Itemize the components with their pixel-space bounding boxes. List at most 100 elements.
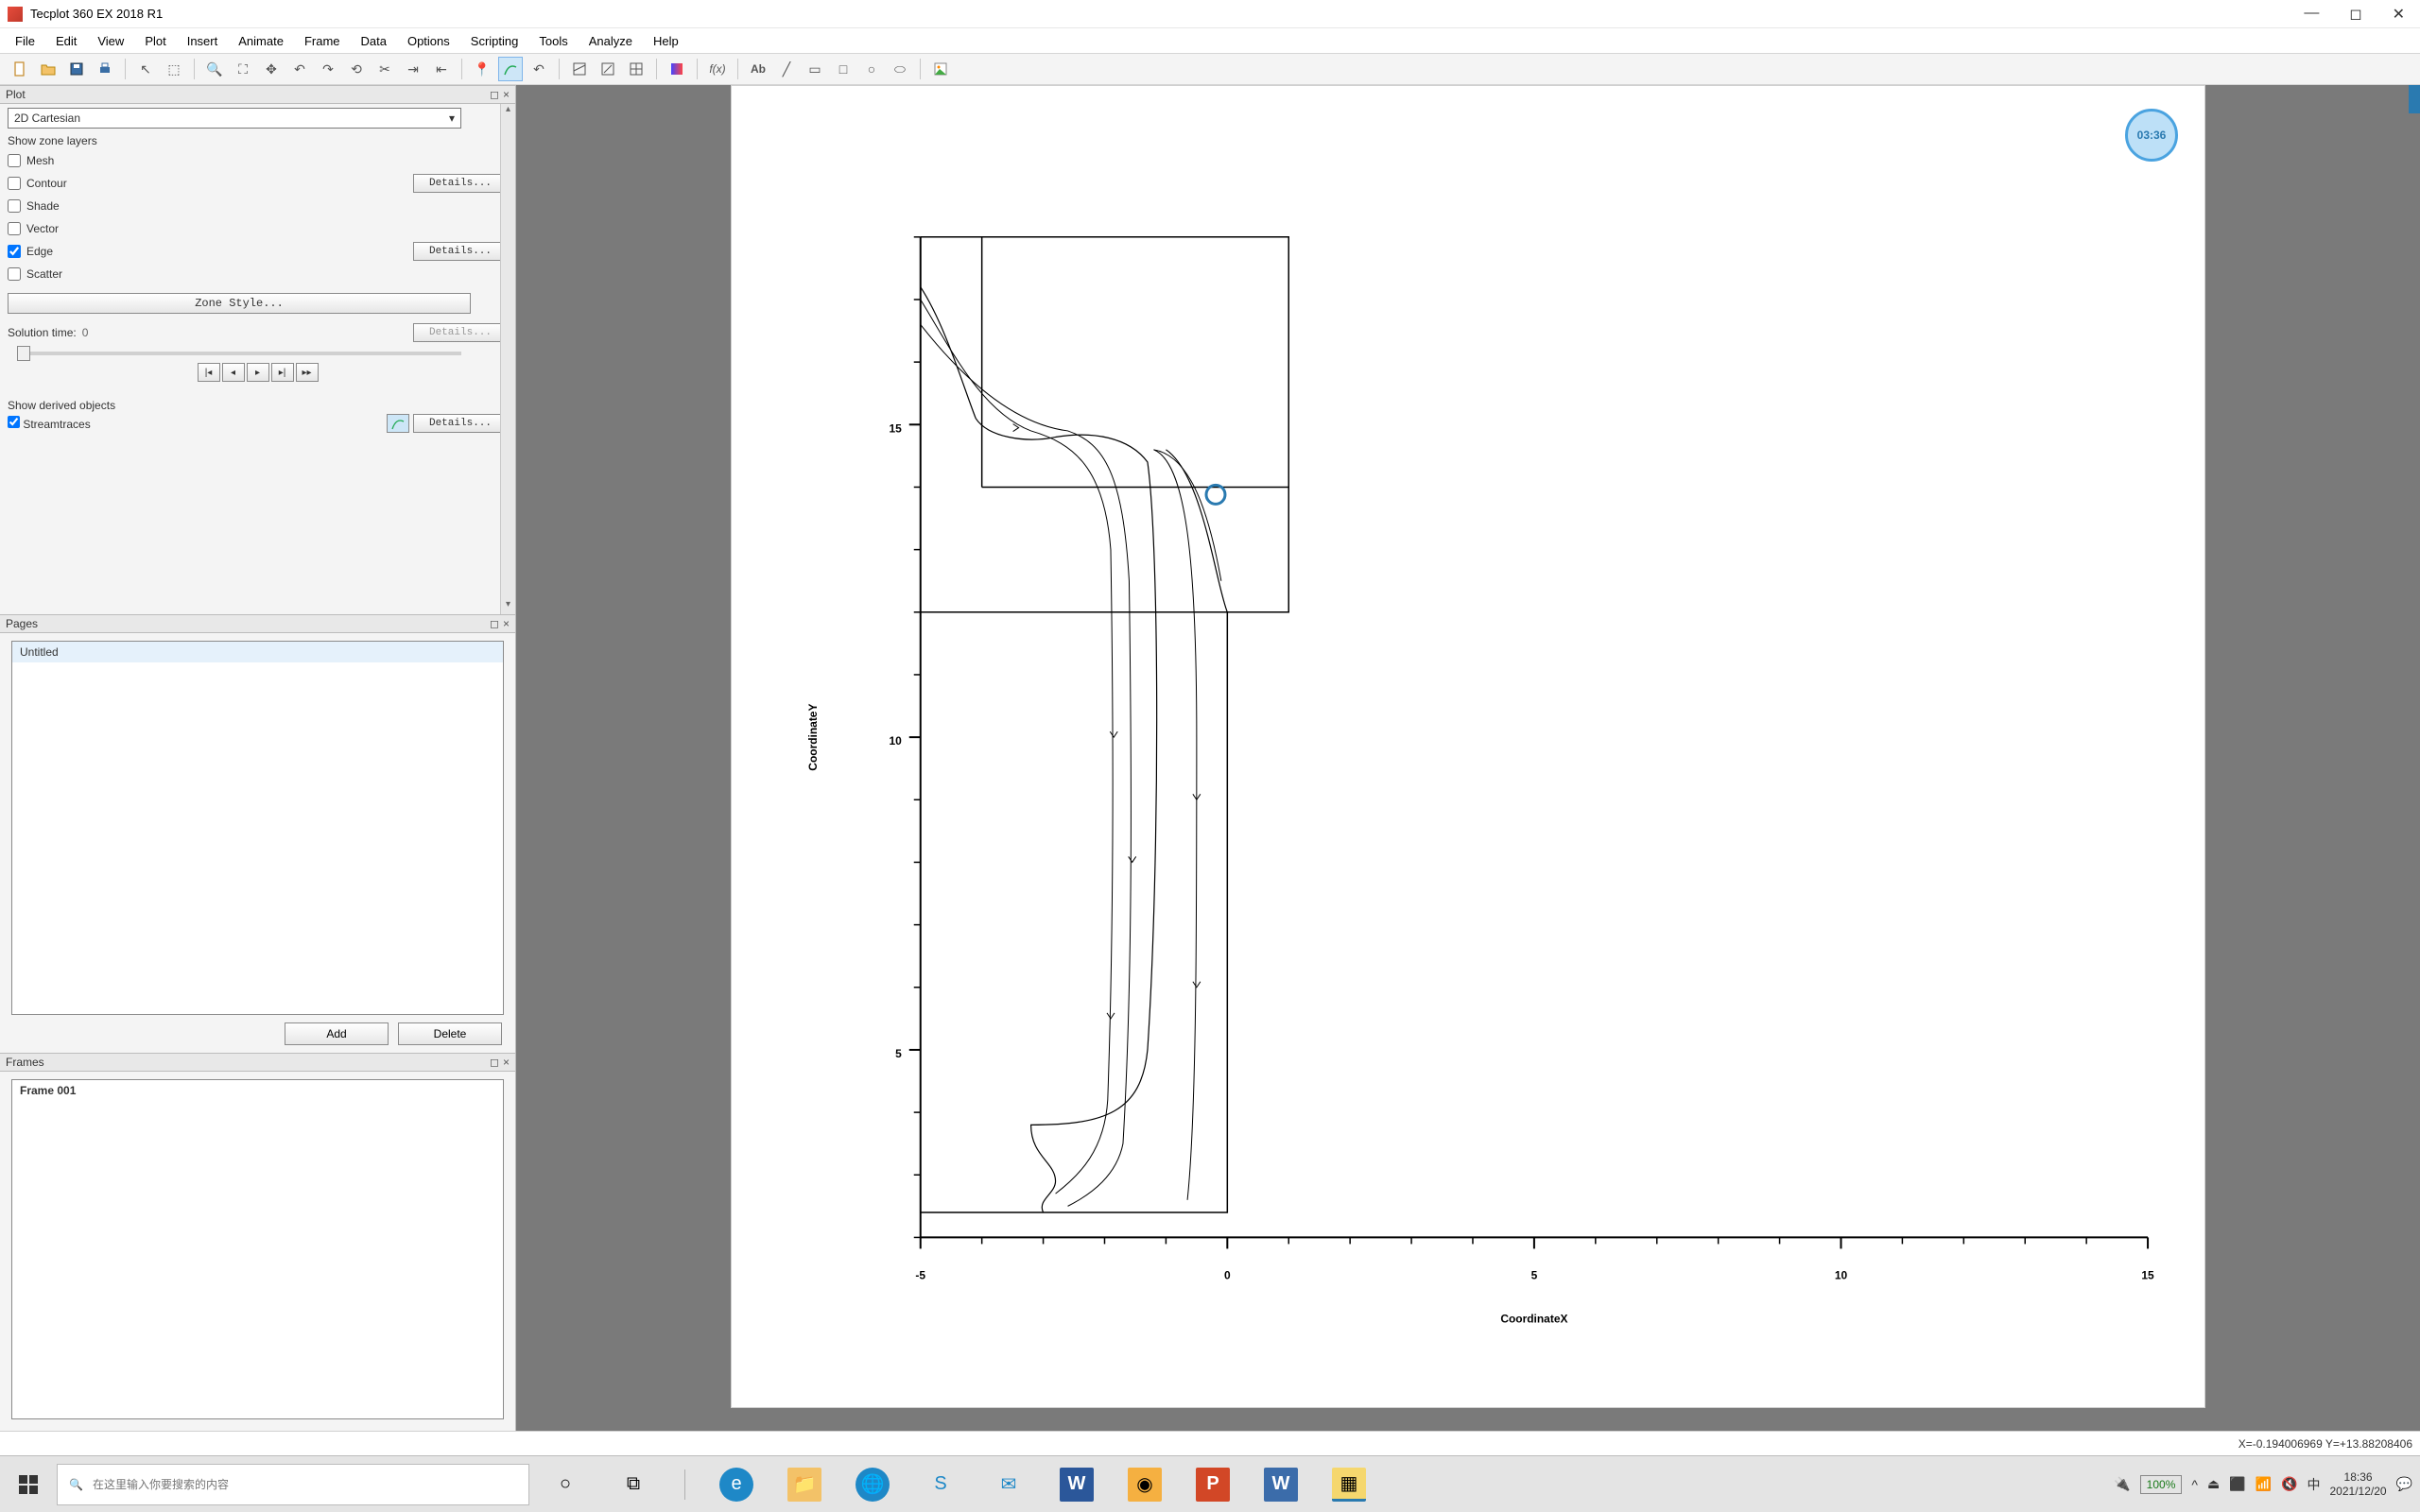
streamtraces-details-button[interactable]: Details...: [413, 414, 508, 433]
layer-checkbox-contour[interactable]: Contour: [8, 177, 67, 190]
wifi-icon[interactable]: 📶: [2256, 1476, 2272, 1492]
layer-checkbox-scatter[interactable]: Scatter: [8, 267, 62, 281]
rotate-right-icon[interactable]: ↷: [316, 57, 340, 81]
menu-analyze[interactable]: Analyze: [579, 30, 642, 52]
tray-expand-icon[interactable]: ^: [2191, 1477, 2198, 1492]
pan-icon[interactable]: ✥: [259, 57, 284, 81]
ime-indicator[interactable]: 中: [2308, 1475, 2321, 1494]
line-shape-icon[interactable]: ╱: [774, 57, 799, 81]
page-item[interactable]: Untitled: [12, 642, 503, 662]
cortana-icon[interactable]: ○: [548, 1468, 582, 1502]
probe-icon[interactable]: 📍: [470, 57, 494, 81]
fit-icon[interactable]: ⛶: [231, 57, 255, 81]
save-icon[interactable]: [64, 57, 89, 81]
extract-icon[interactable]: ⇥: [401, 57, 425, 81]
close-button[interactable]: ✕: [2393, 5, 2405, 24]
menu-animate[interactable]: Animate: [229, 30, 293, 52]
print-icon[interactable]: [93, 57, 117, 81]
notifications-icon[interactable]: 💬: [2396, 1476, 2412, 1492]
solution-details-button[interactable]: Details...: [413, 323, 508, 342]
power-icon[interactable]: 🔌: [2114, 1476, 2130, 1492]
word-icon[interactable]: W: [1060, 1468, 1094, 1502]
image-icon[interactable]: [928, 57, 953, 81]
first-frame-button[interactable]: |◂: [198, 363, 220, 382]
menu-file[interactable]: File: [6, 30, 44, 52]
menu-data[interactable]: Data: [352, 30, 396, 52]
powerpoint-icon[interactable]: P: [1196, 1468, 1230, 1502]
time-slider[interactable]: [17, 352, 461, 355]
origin-icon[interactable]: ◉: [1128, 1468, 1162, 1502]
menu-frame[interactable]: Frame: [295, 30, 350, 52]
undock-icon[interactable]: ◻: [490, 88, 499, 101]
circle-shape-icon[interactable]: ○: [859, 57, 884, 81]
select-icon[interactable]: ⬚: [162, 57, 186, 81]
menu-scripting[interactable]: Scripting: [461, 30, 528, 52]
battery-indicator[interactable]: 100%: [2140, 1475, 2183, 1494]
canvas-area[interactable]: -505101551015CoordinateXCoordinateY 03:3…: [516, 85, 2420, 1431]
refresh-icon[interactable]: ⟲: [344, 57, 369, 81]
next-frame-button[interactable]: ▸|: [271, 363, 294, 382]
panel-close-icon[interactable]: ×: [503, 617, 510, 630]
usb-icon[interactable]: ⏏: [2207, 1476, 2220, 1492]
menu-insert[interactable]: Insert: [178, 30, 228, 52]
square-shape-icon[interactable]: □: [831, 57, 856, 81]
slider-thumb[interactable]: [17, 346, 30, 361]
streamtraces-checkbox[interactable]: Streamtraces: [8, 416, 91, 431]
streamtrace-tool-icon[interactable]: [387, 414, 409, 433]
explorer-icon[interactable]: 📁: [787, 1468, 821, 1502]
menu-edit[interactable]: Edit: [46, 30, 86, 52]
plot-panel-scrollbar[interactable]: ▴ ▾: [500, 104, 515, 614]
mesh-tool-icon[interactable]: [624, 57, 648, 81]
minimize-button[interactable]: —: [2304, 5, 2319, 24]
undo-icon[interactable]: ↶: [527, 57, 551, 81]
sogou-icon[interactable]: Ѕ: [924, 1468, 958, 1502]
layer-checkbox-vector[interactable]: Vector: [8, 222, 59, 235]
zoom-icon[interactable]: 🔍: [202, 57, 227, 81]
undock-icon[interactable]: ◻: [490, 617, 499, 630]
scroll-down-icon[interactable]: ▾: [501, 599, 515, 614]
start-button[interactable]: [0, 1456, 57, 1512]
frames-list[interactable]: Frame 001: [11, 1079, 504, 1419]
contour-icon[interactable]: [567, 57, 592, 81]
panel-close-icon[interactable]: ×: [503, 1056, 510, 1069]
frame-item[interactable]: Frame 001: [12, 1080, 503, 1101]
bluetooth-icon[interactable]: ⬛: [2229, 1476, 2245, 1492]
delete-page-button[interactable]: Delete: [398, 1022, 502, 1045]
scroll-up-icon[interactable]: ▴: [501, 104, 515, 119]
streamline-tool-icon[interactable]: [498, 57, 523, 81]
last-frame-button[interactable]: ▸▸: [296, 363, 319, 382]
menu-view[interactable]: View: [88, 30, 133, 52]
add-page-button[interactable]: Add: [285, 1022, 389, 1045]
mail-icon[interactable]: ✉: [992, 1468, 1026, 1502]
volume-icon[interactable]: 🔇: [2281, 1476, 2297, 1492]
slice-icon[interactable]: ✂: [372, 57, 397, 81]
layer-checkbox-mesh[interactable]: Mesh: [8, 154, 54, 167]
menu-options[interactable]: Options: [398, 30, 459, 52]
layer-checkbox-edge[interactable]: Edge: [8, 245, 53, 258]
menu-tools[interactable]: Tools: [529, 30, 577, 52]
pages-list[interactable]: Untitled: [11, 641, 504, 1015]
rect-shape-icon[interactable]: ▭: [803, 57, 827, 81]
taskbar-clock[interactable]: 18:36 2021/12/20: [2330, 1470, 2387, 1498]
wps-icon[interactable]: W: [1264, 1468, 1298, 1502]
undock-icon[interactable]: ◻: [490, 1056, 499, 1069]
colorbar-icon[interactable]: [665, 57, 689, 81]
function-icon[interactable]: f(x): [705, 57, 730, 81]
zone-style-button[interactable]: Zone Style...: [8, 293, 471, 314]
edge-icon[interactable]: e: [719, 1468, 753, 1502]
advance-icon[interactable]: ⇤: [429, 57, 454, 81]
pointer-icon[interactable]: ↖: [133, 57, 158, 81]
panel-close-icon[interactable]: ×: [503, 88, 510, 101]
rotate-left-icon[interactable]: ↶: [287, 57, 312, 81]
new-file-icon[interactable]: [8, 57, 32, 81]
text-icon[interactable]: Ab: [746, 57, 770, 81]
taskbar-search[interactable]: 🔍 在这里输入你要搜索的内容: [57, 1464, 529, 1505]
ellipse-shape-icon[interactable]: ⬭: [888, 57, 912, 81]
menu-plot[interactable]: Plot: [135, 30, 175, 52]
vector-tool-icon[interactable]: [596, 57, 620, 81]
browser-icon[interactable]: 🌐: [856, 1468, 890, 1502]
layer-checkbox-shade[interactable]: Shade: [8, 199, 60, 213]
task-view-icon[interactable]: ⧉: [616, 1468, 650, 1502]
menu-help[interactable]: Help: [644, 30, 688, 52]
layer-details-button[interactable]: Details...: [413, 242, 508, 261]
